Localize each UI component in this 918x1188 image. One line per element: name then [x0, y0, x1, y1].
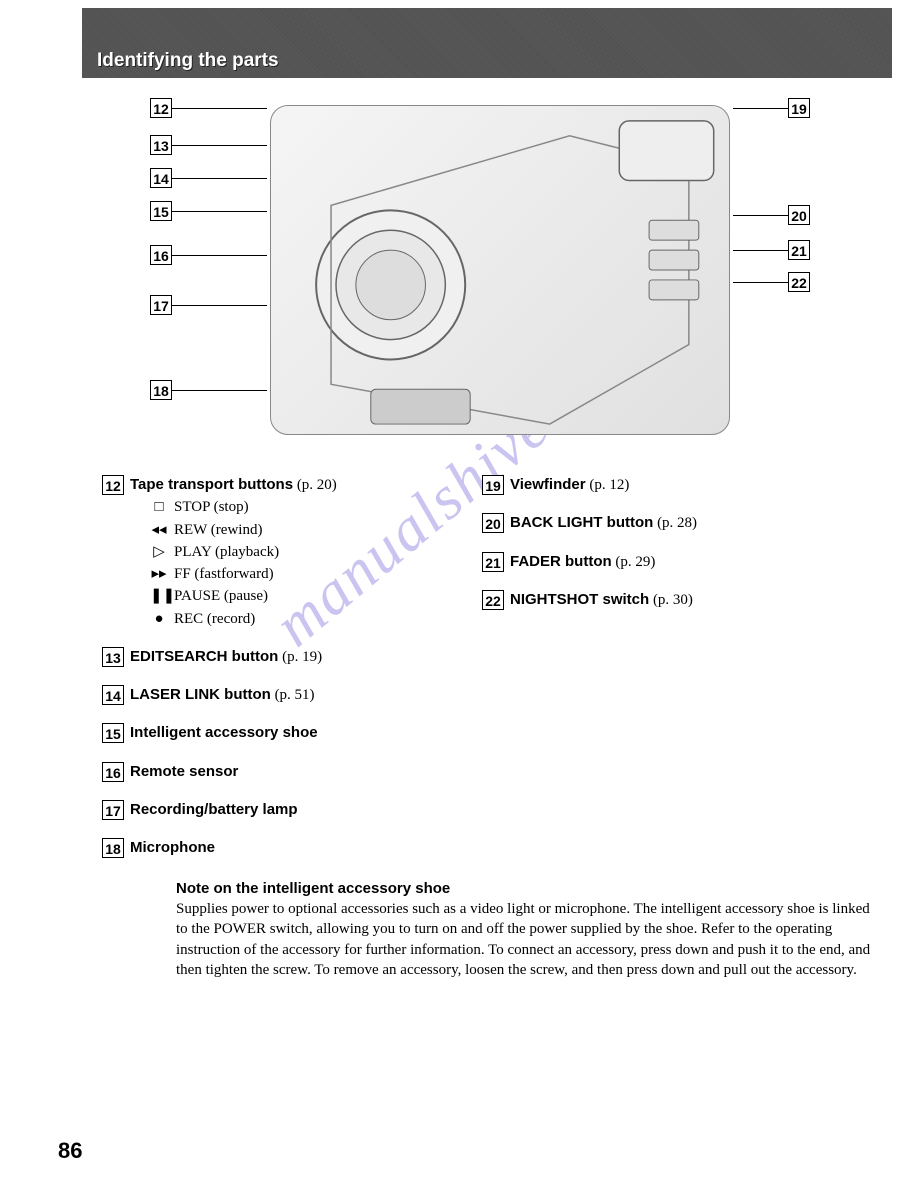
- transport-sub-text: REC (record): [174, 609, 255, 629]
- header-title: Identifying the parts: [97, 50, 279, 72]
- legend-entry-21: 21 FADER button (p. 29): [482, 552, 822, 572]
- callout-number: 16: [150, 245, 172, 265]
- legend-number: 16: [102, 762, 124, 782]
- legend-entry-15: 15 Intelligent accessory shoe: [102, 723, 442, 743]
- callout-right-22: 22: [733, 272, 810, 292]
- legend-number: 12: [102, 475, 124, 495]
- legend-entry-22: 22 NIGHTSHOT switch (p. 30): [482, 590, 822, 610]
- legend-entry-16: 16 Remote sensor: [102, 762, 442, 782]
- legend-right-column: 19 Viewfinder (p. 12) 20 BACK LIGHT button …: [482, 475, 822, 876]
- legend-number: 20: [482, 513, 504, 533]
- transport-symbol-icon: ▷: [150, 542, 168, 562]
- note-body: Supplies power to optional accessories s…: [176, 899, 871, 980]
- header-band: Identifying the parts: [82, 8, 892, 78]
- transport-symbol-icon: ▸▸: [150, 564, 168, 584]
- transport-sub-item: □ STOP (stop): [150, 497, 442, 517]
- legend-entry-13: 13 EDITSEARCH button (p. 19): [102, 647, 442, 667]
- legend-number: 19: [482, 475, 504, 495]
- legend-number: 18: [102, 838, 124, 858]
- leader-line: [172, 390, 267, 391]
- transport-symbol-icon: ◂◂: [150, 520, 168, 540]
- callout-number: 15: [150, 201, 172, 221]
- legend-label: Recording/battery lamp: [130, 800, 298, 820]
- legend-label: EDITSEARCH button (p. 19): [130, 647, 322, 667]
- legend-label: NIGHTSHOT switch (p. 30): [510, 590, 693, 610]
- note-title: Note on the intelligent accessory shoe: [176, 880, 871, 897]
- leader-line: [733, 215, 788, 216]
- leader-line: [172, 305, 267, 306]
- legend-label: Viewfinder (p. 12): [510, 475, 629, 495]
- transport-sub-item: ▷ PLAY (playback): [150, 542, 442, 562]
- camcorder-svg: [271, 106, 729, 434]
- callout-left-12: 12: [150, 98, 267, 118]
- transport-sub-text: STOP (stop): [174, 497, 249, 517]
- leader-line: [172, 255, 267, 256]
- legend-number: 13: [102, 647, 124, 667]
- leader-line: [733, 282, 788, 283]
- leader-line: [172, 178, 267, 179]
- legend-entry-20: 20 BACK LIGHT button (p. 28): [482, 513, 822, 533]
- callout-left-16: 16: [150, 245, 267, 265]
- callout-left-15: 15: [150, 201, 267, 221]
- transport-sub-item: ❚❚ PAUSE (pause): [150, 586, 442, 606]
- callout-number: 13: [150, 135, 172, 155]
- camcorder-illustration: [270, 105, 730, 435]
- legend-label: BACK LIGHT button (p. 28): [510, 513, 697, 533]
- callout-number: 14: [150, 168, 172, 188]
- leader-line: [172, 108, 267, 109]
- legend-number: 22: [482, 590, 504, 610]
- callout-number: 22: [788, 272, 810, 292]
- leader-line: [733, 250, 788, 251]
- legend-label: LASER LINK button (p. 51): [130, 685, 315, 705]
- legend-entry-19: 19 Viewfinder (p. 12): [482, 475, 822, 495]
- page-number: 86: [58, 1138, 82, 1164]
- legend-number: 14: [102, 685, 124, 705]
- callout-left-13: 13: [150, 135, 267, 155]
- callout-number: 18: [150, 380, 172, 400]
- callout-left-18: 18: [150, 380, 267, 400]
- transport-sub-text: PAUSE (pause): [174, 586, 268, 606]
- callout-right-20: 20: [733, 205, 810, 225]
- note-block: Note on the intelligent accessory shoe S…: [176, 880, 871, 980]
- legend-number: 21: [482, 552, 504, 572]
- callout-number: 17: [150, 295, 172, 315]
- legend-label: Intelligent accessory shoe: [130, 723, 318, 743]
- callout-number: 21: [788, 240, 810, 260]
- transport-sub-item: ▸▸ FF (fastforward): [150, 564, 442, 584]
- legend-number: 17: [102, 800, 124, 820]
- legend-left-column: 12 Tape transport buttons (p. 20)□ STOP (s…: [102, 475, 442, 876]
- legend-columns: 12 Tape transport buttons (p. 20)□ STOP (s…: [102, 475, 822, 876]
- transport-sub-text: FF (fastforward): [174, 564, 274, 584]
- legend-number: 15: [102, 723, 124, 743]
- legend-label: Microphone: [130, 838, 215, 858]
- transport-sub-item: ◂◂ REW (rewind): [150, 520, 442, 540]
- transport-sub-text: PLAY (playback): [174, 542, 279, 562]
- legend-entry-14: 14 LASER LINK button (p. 51): [102, 685, 442, 705]
- manual-page: Identifying the parts manualshive.com 12…: [0, 0, 918, 1188]
- callout-right-21: 21: [733, 240, 810, 260]
- transport-sub-item: ● REC (record): [150, 609, 442, 629]
- callout-number: 12: [150, 98, 172, 118]
- leader-line: [733, 108, 788, 109]
- callout-left-14: 14: [150, 168, 267, 188]
- legend-entry-17: 17 Recording/battery lamp: [102, 800, 442, 820]
- legend-entry-12: 12 Tape transport buttons (p. 20)□ STOP (s…: [102, 475, 442, 629]
- transport-symbol-icon: ❚❚: [150, 586, 168, 606]
- legend-label: FADER button (p. 29): [510, 552, 655, 572]
- callout-right-19: 19: [733, 98, 810, 118]
- leader-line: [172, 211, 267, 212]
- transport-symbol-icon: □: [150, 497, 168, 517]
- callout-number: 20: [788, 205, 810, 225]
- transport-sublist: □ STOP (stop) ◂◂ REW (rewind) ▷ PLAY (playbac…: [150, 497, 442, 629]
- parts-diagram: 12 13 14 15 16 17 18 19 20 21 22: [150, 90, 810, 440]
- legend-label: Remote sensor: [130, 762, 238, 782]
- transport-symbol-icon: ●: [150, 609, 168, 629]
- transport-sub-text: REW (rewind): [174, 520, 262, 540]
- legend-label: Tape transport buttons (p. 20): [130, 475, 337, 495]
- callout-left-17: 17: [150, 295, 267, 315]
- legend-entry-18: 18 Microphone: [102, 838, 442, 858]
- leader-line: [172, 145, 267, 146]
- callout-number: 19: [788, 98, 810, 118]
